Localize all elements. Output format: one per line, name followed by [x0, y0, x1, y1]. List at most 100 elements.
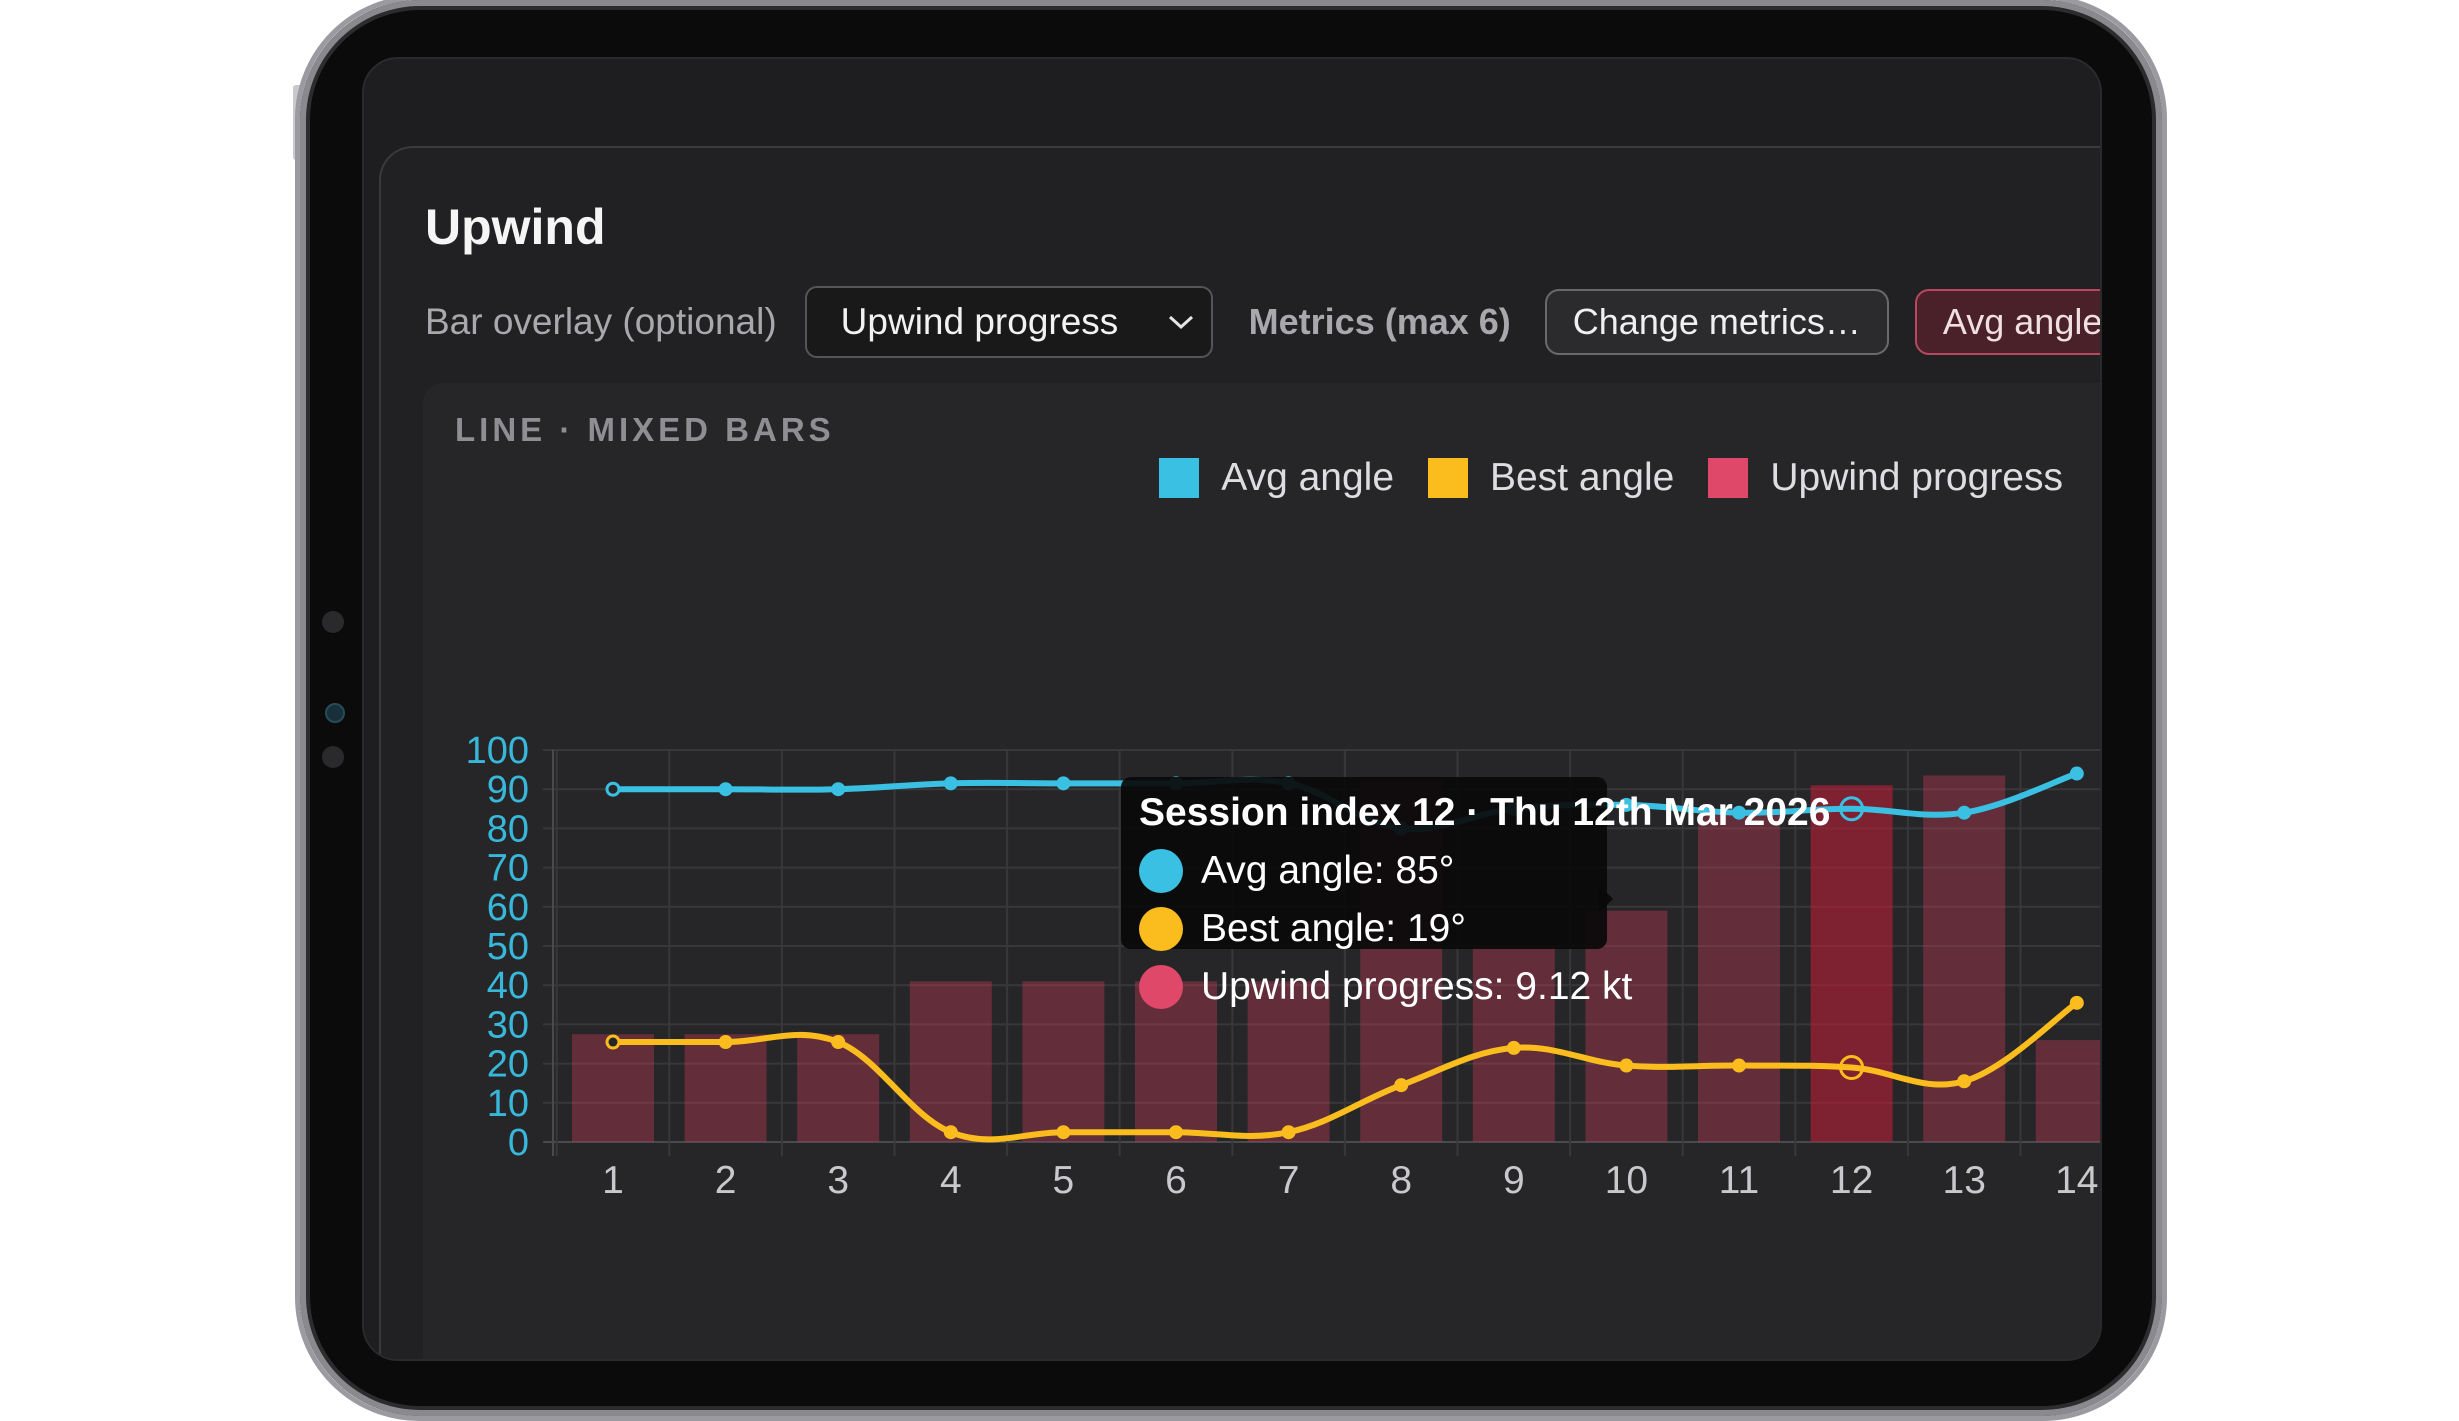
tooltip-dot: [1139, 849, 1183, 893]
y-tick-label: 60: [487, 887, 529, 929]
data-point: [718, 1035, 733, 1050]
x-tick-label: 7: [1278, 1159, 1300, 1202]
line-best-angle: [613, 1000, 2079, 1143]
data-point: [1281, 1125, 1296, 1140]
data-point: [1732, 805, 1746, 820]
tooltip-caret: [1599, 885, 1613, 913]
data-point: [605, 1034, 621, 1050]
y-tick-label: 80: [487, 808, 529, 850]
x-tick-label: 9: [1503, 1159, 1525, 1202]
bar-upwind-progress: [572, 1034, 654, 1142]
y-tick-label: 10: [487, 1083, 529, 1125]
change-metrics-button[interactable]: Change metrics…: [1544, 289, 1889, 355]
x-tick-label: 12: [1830, 1159, 1873, 1202]
tooltip-text: Avg angle: 85°: [1201, 849, 1455, 892]
chart-kicker: LINE · MIXED BARS: [455, 411, 835, 448]
y-tick-label: 90: [487, 769, 529, 811]
tooltip-dot: [1139, 907, 1183, 951]
data-point: [2069, 995, 2084, 1010]
y-tick-label: 100: [466, 730, 529, 772]
bar-upwind-progress: [1585, 910, 1668, 1142]
data-point: [1619, 797, 1634, 812]
tooltip-text: Upwind progress: 9.12 kt: [1201, 965, 1633, 1008]
x-tick-label: 2: [715, 1159, 737, 1202]
chart-panel: LINE · MIXED BARS Avg angle Best angle U…: [423, 383, 2102, 1361]
y-tick-label: 20: [487, 1044, 529, 1086]
metric-chip-avg-angle[interactable]: Avg angle: [1914, 289, 2100, 355]
x-tick-label: 13: [1943, 1159, 1986, 1202]
legend-item-upwind-progress[interactable]: Upwind progress: [1708, 456, 2063, 500]
bar-overlay-label: Bar overlay (optional): [425, 301, 777, 342]
y-tick-label: 0: [508, 1122, 529, 1164]
y-tick-label: 50: [487, 926, 529, 968]
y-tick-label: 30: [487, 1004, 529, 1046]
device-sensor-dot: [322, 611, 344, 633]
data-point: [1957, 805, 1972, 820]
bar-upwind-progress: [2035, 1040, 2100, 1142]
legend-label: Upwind progress: [1770, 456, 2063, 499]
tooltip-row-avg-angle: Avg angle: 85°: [1139, 849, 1589, 893]
bar-overlay-value: Upwind progress: [840, 301, 1119, 342]
tooltip-row-upwind-progress: Upwind progress: 9.12 kt: [1139, 965, 1632, 1009]
data-point: [1506, 1040, 1521, 1055]
legend-item-best-angle[interactable]: Best angle: [1428, 456, 1674, 500]
y-tick-label: 70: [487, 848, 529, 890]
chart-controls: Bar overlay (optional) Upwind progress M…: [425, 286, 2100, 358]
data-point: [1169, 1125, 1183, 1140]
bar-upwind-progress: [1022, 981, 1105, 1142]
bar-upwind-progress: [684, 1034, 767, 1142]
data-point: [1394, 1078, 1409, 1093]
data-point: [1056, 776, 1071, 791]
x-tick-label: 5: [1053, 1159, 1075, 1202]
y-tick-label: 40: [487, 965, 529, 1007]
legend-label: Avg angle: [1221, 456, 1395, 499]
bar-upwind-progress: [797, 1034, 880, 1142]
x-tick-label: 14: [2055, 1159, 2098, 1202]
bar-upwind-progress: [1135, 981, 1217, 1142]
legend-swatch: [1708, 458, 1749, 498]
legend-swatch: [1159, 458, 1200, 498]
device-sensor-dot: [322, 746, 344, 768]
x-tick-label: 11: [1719, 1159, 1760, 1202]
x-tick-label: 8: [1390, 1159, 1412, 1202]
tooltip-dot: [1139, 965, 1183, 1009]
data-point: [718, 782, 733, 797]
metrics-label: Metrics (max 6): [1248, 301, 1511, 342]
bar-upwind-progress: [1698, 812, 1780, 1142]
upwind-card: Upwind Bar overlay (optional) Upwind pro…: [379, 146, 2102, 1361]
data-point: [1732, 1058, 1746, 1073]
data-point: [831, 782, 846, 797]
tooltip-title: Session index 12 · Thu 12th Mar 2026: [1139, 791, 1831, 834]
bar-upwind-progress: [909, 981, 992, 1142]
legend-item-avg-angle[interactable]: Avg angle: [1159, 456, 1394, 500]
legend-label: Best angle: [1490, 456, 1675, 499]
chart-tooltip: Session index 12 · Thu 12th Mar 2026 Avg…: [1121, 777, 1831, 1009]
data-point: [1957, 1074, 1972, 1089]
bar-upwind-progress: [1247, 981, 1330, 1142]
data-point: [943, 1125, 958, 1140]
data-point: [943, 776, 958, 791]
x-tick-label: 3: [827, 1159, 849, 1202]
camera-lens: [325, 703, 345, 723]
card-title: Upwind: [425, 199, 606, 255]
data-point: [1619, 1058, 1634, 1073]
chevron-down-icon: [1168, 315, 1193, 330]
bar-upwind-progress: [1810, 785, 1893, 1142]
data-point: [1056, 1125, 1071, 1140]
tooltip-row-best-angle: Best angle: 19°: [1139, 907, 1589, 951]
highlight-point: [1839, 1055, 1865, 1081]
highlight-point: [1839, 796, 1865, 822]
data-point: [2069, 766, 2084, 781]
x-tick-label: 1: [602, 1159, 624, 1202]
tooltip-text: Best angle: 19°: [1201, 907, 1466, 950]
x-tick-label: 6: [1165, 1159, 1187, 1202]
data-point: [831, 1035, 846, 1050]
tablet-screen: Upwind Bar overlay (optional) Upwind pro…: [362, 57, 2102, 1361]
x-tick-label: 4: [940, 1159, 962, 1202]
chart-legend: Avg angle Best angle Upwind progress: [1125, 456, 2063, 500]
x-tick-label: 10: [1605, 1159, 1648, 1202]
data-point: [605, 781, 621, 797]
legend-swatch: [1428, 458, 1469, 498]
bar-overlay-select[interactable]: Upwind progress: [804, 286, 1213, 358]
